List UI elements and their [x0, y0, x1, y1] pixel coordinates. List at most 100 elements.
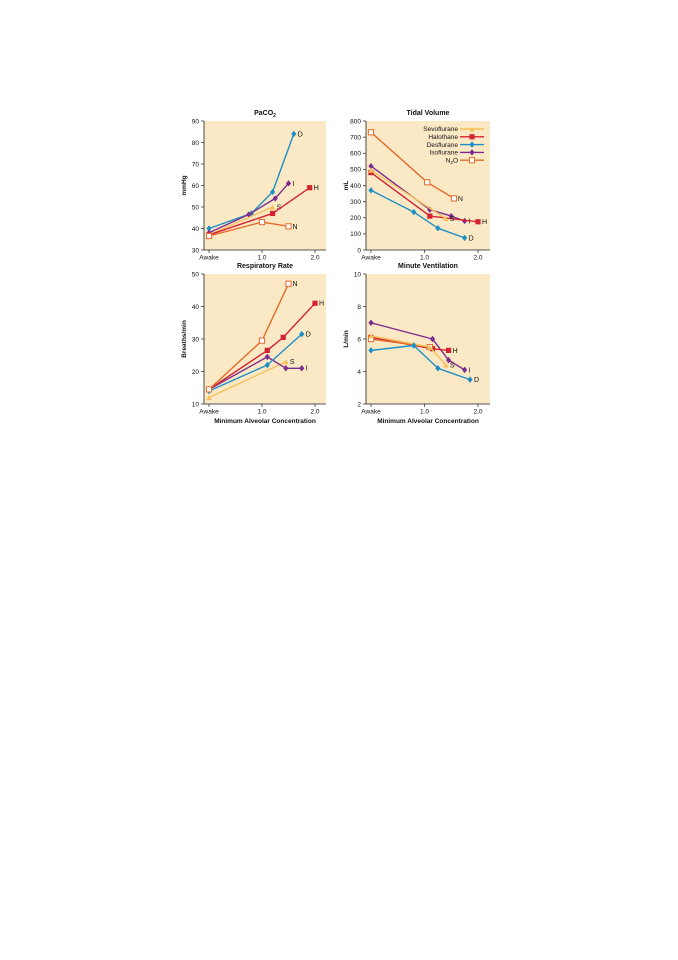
data-point	[445, 347, 452, 353]
y-axis-label: mmHg	[181, 175, 188, 195]
chart-title-text: Respiratory Rate	[237, 263, 293, 270]
legend-swatch-marker	[469, 126, 475, 132]
legend-label: Desflurane	[427, 142, 459, 149]
x-tick-label: Awake	[199, 255, 219, 262]
chart-panel: Minute Ventilation 2 4 6 8 10 Awake 1.0 2.0 L/min…	[343, 263, 490, 425]
legend-label: N2O	[446, 157, 458, 165]
series-end-label: H	[319, 301, 324, 308]
y-tick-label: 600	[350, 151, 361, 158]
data-point	[368, 187, 374, 194]
plot-background	[366, 121, 490, 250]
legend-label-text: N	[446, 157, 451, 164]
series-end-label: S	[450, 362, 455, 369]
data-point	[427, 213, 433, 219]
x-tick-label: Awake	[361, 255, 381, 262]
x-tick-label: 2.0	[310, 255, 319, 262]
x-axis-label: Minimum Alveolar Concentration	[214, 418, 316, 425]
data-point	[264, 353, 270, 361]
series-end-label: S	[450, 216, 455, 223]
legend-label-subscript: 2	[450, 160, 453, 165]
data-point	[206, 394, 212, 401]
y-tick-label: 200	[350, 215, 361, 222]
data-point	[264, 361, 270, 369]
chart-panel: Tidal Volume 0 100 200 300 400 500 600 700 800 Awa…	[343, 110, 490, 262]
data-point	[205, 232, 213, 240]
data-point	[367, 129, 375, 136]
y-tick-label: 30	[192, 336, 200, 343]
series-end-label: D	[298, 131, 303, 138]
series-N: N	[205, 218, 298, 240]
data-point	[283, 365, 289, 372]
series-S: S	[368, 333, 455, 369]
series-end-label: I	[293, 181, 295, 188]
series-end-label: D	[474, 377, 479, 384]
data-point	[443, 215, 449, 222]
y-tick-label: 70	[192, 161, 200, 168]
y-axis-label: Breaths/min	[181, 320, 188, 358]
y-tick-label: 2	[357, 401, 361, 408]
data-point	[411, 342, 417, 349]
y-tick-label: 6	[357, 336, 361, 343]
x-tick-label: 1.0	[257, 409, 266, 416]
data-point	[299, 365, 305, 372]
series-line	[208, 356, 302, 391]
data-point	[368, 162, 374, 170]
chart-title-text: Tidal Volume	[407, 110, 450, 117]
series-end-label: D	[469, 235, 474, 242]
series-end-label: N	[293, 224, 298, 231]
x-tick-label: Awake	[199, 409, 219, 416]
legend-label-text: Halothane	[428, 134, 458, 141]
y-tick-label: 400	[350, 183, 361, 190]
series-line	[370, 165, 465, 222]
series-end-label: D	[306, 332, 311, 339]
data-point	[368, 167, 374, 173]
chart-title-text: PaCO	[254, 110, 274, 117]
y-tick-label: 30	[192, 247, 200, 254]
data-point	[467, 376, 473, 383]
series-line	[208, 302, 316, 390]
x-tick-label: 2.0	[310, 409, 319, 416]
y-tick-label: 100	[350, 231, 361, 238]
data-point	[299, 330, 305, 338]
y-tick-label: 500	[350, 167, 361, 174]
y-axis-label: mL	[343, 181, 350, 191]
y-axis-label: L/min	[343, 330, 350, 347]
series-end-label: H	[453, 348, 458, 355]
data-point	[307, 185, 313, 191]
series-line	[208, 361, 287, 399]
chart-title: Tidal Volume	[407, 110, 450, 117]
data-point	[283, 359, 289, 365]
data-point	[312, 300, 318, 306]
data-point	[435, 365, 441, 372]
x-tick-label: 2.0	[473, 255, 482, 262]
y-tick-label: 4	[357, 369, 361, 376]
y-tick-label: 40	[192, 304, 200, 311]
data-point	[246, 211, 252, 218]
data-point	[368, 347, 374, 354]
x-tick-label: 1.0	[257, 255, 266, 262]
data-point	[368, 319, 374, 326]
data-point	[270, 188, 276, 196]
series-N: N	[367, 129, 463, 203]
data-point	[280, 334, 286, 340]
series-end-label: S	[290, 359, 295, 366]
series-S: S	[206, 359, 295, 401]
data-point	[272, 195, 278, 202]
chart-panel: Respiratory Rate 10 20 30 40 50 Awake 1.0 2.0 Bre…	[181, 263, 326, 425]
series-end-label: H	[314, 185, 319, 192]
series-D: D	[368, 342, 479, 384]
series-end-label: I	[469, 367, 471, 374]
data-point	[448, 212, 454, 220]
data-point	[258, 218, 266, 226]
data-point	[270, 210, 276, 217]
data-point	[285, 280, 292, 287]
data-point	[264, 347, 270, 353]
y-tick-label: 10	[192, 401, 200, 408]
chart-title: Respiratory Rate	[237, 263, 293, 270]
data-point	[285, 223, 292, 230]
series-end-label: I	[306, 366, 308, 373]
series-end-label: S	[277, 204, 282, 211]
chart-title: PaCO2	[254, 110, 276, 119]
data-point	[411, 208, 417, 216]
